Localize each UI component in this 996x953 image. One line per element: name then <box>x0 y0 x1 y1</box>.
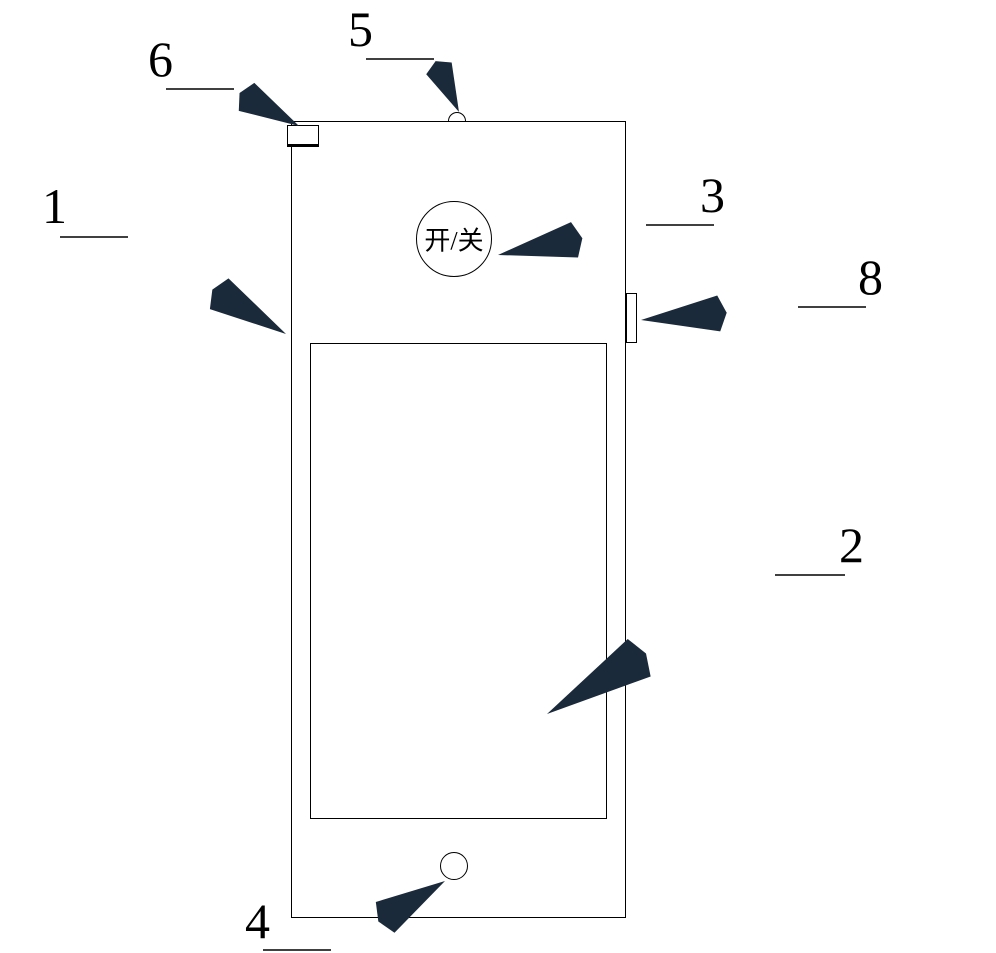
arrows-layer <box>0 0 996 953</box>
callout-label-5: 5 <box>348 0 373 58</box>
callout-label-6: 6 <box>148 30 173 88</box>
callout-label-4: 4 <box>245 892 270 950</box>
callout-label-2: 2 <box>839 516 864 574</box>
callout-label-8: 8 <box>858 248 883 306</box>
diagram-canvas: 开/关 <box>0 0 996 953</box>
callout-label-1: 1 <box>42 177 67 235</box>
callout-4-arrow <box>263 881 445 950</box>
callout-3-arrow <box>498 222 714 257</box>
callout-label-3: 3 <box>700 166 725 224</box>
callout-6-arrow <box>166 83 299 126</box>
callout-1-arrow <box>60 237 286 334</box>
callout-2-arrow <box>547 575 845 714</box>
callout-5-arrow <box>366 59 459 112</box>
callout-8-arrow <box>641 296 866 332</box>
